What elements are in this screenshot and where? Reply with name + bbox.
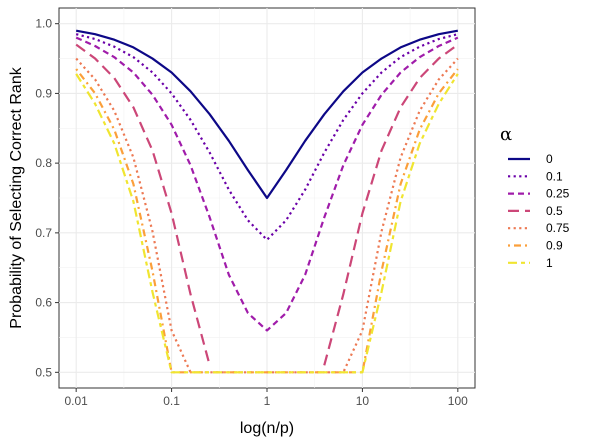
y-tick-label: 1.0 — [35, 17, 52, 31]
y-tick-label: 0.8 — [35, 156, 52, 170]
grid — [59, 8, 475, 388]
y-tick-label: 0.7 — [35, 226, 52, 240]
y-axis-title: Probability of Selecting Correct Rank — [8, 66, 25, 328]
legend-label-1: 1 — [546, 256, 553, 270]
y-tick-label: 0.6 — [35, 296, 52, 310]
series-line-0_5 — [75, 43, 459, 366]
y-tick-label: 0.9 — [35, 86, 52, 100]
series-line-0 — [75, 29, 459, 200]
series-line-0_9 — [75, 68, 459, 374]
x-tick-label: 0.01 — [64, 394, 88, 408]
x-tick-label: 10 — [356, 394, 370, 408]
series-line-0_1 — [75, 33, 459, 241]
legend-label-0_1: 0.1 — [546, 169, 563, 183]
legend: α 0 0.1 0.25 0.5 0.75 0.9 1 — [500, 124, 570, 270]
x-tick-label: 1 — [264, 394, 271, 408]
series-line-0_25 — [75, 36, 459, 332]
x-axis-title: log(n/p) — [240, 420, 294, 437]
x-tick-label: 0.1 — [163, 394, 180, 408]
y-tick-label: 0.5 — [35, 365, 52, 379]
legend-label-0_5: 0.5 — [546, 204, 563, 218]
legend-label-0_75: 0.75 — [546, 221, 570, 235]
legend-label-0: 0 — [546, 152, 553, 166]
legend-title: α — [500, 124, 512, 145]
legend-label-0_9: 0.9 — [546, 239, 563, 253]
series-lines — [75, 29, 459, 374]
legend-label-0_25: 0.25 — [546, 187, 570, 201]
x-tick-label: 100 — [448, 394, 468, 408]
series-line-1 — [75, 73, 459, 374]
axes: 0.01 0.1 1 10 100 0.5 0.6 0.7 0.8 0.9 1.0 — [35, 17, 468, 408]
